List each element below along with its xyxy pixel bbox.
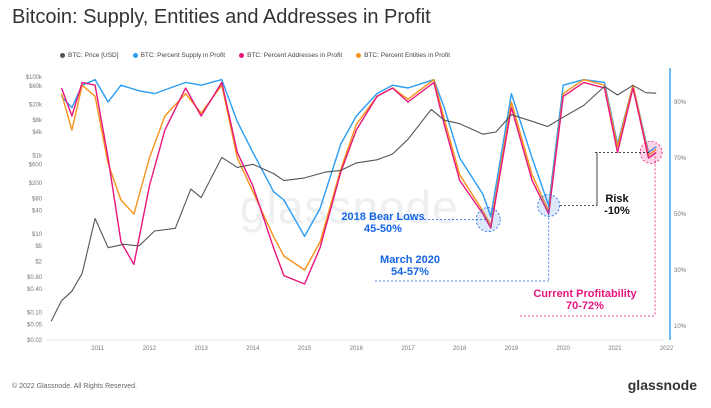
y-left-tick-label: $80 — [32, 197, 43, 203]
annotation-bear-lows: 2018 Bear Lows 45-50% — [328, 211, 438, 235]
series-line-supply — [60, 78, 657, 238]
annotation-march-2020-line2: 54-57% — [391, 266, 429, 278]
legend-item: BTC: Percent Entities in Profit — [356, 52, 450, 59]
y-left-tick-label: $0.80 — [27, 275, 43, 281]
x-tick-label: 2018 — [453, 346, 467, 352]
y-right-tick-label: 10% — [674, 324, 687, 330]
annotation-current-line2: 70-72% — [566, 300, 604, 312]
annotation-march-2020: March 2020 54-57% — [360, 254, 460, 278]
annotation-bear-lows-line2: 45-50% — [364, 223, 402, 235]
y-left-tick-label: $60k — [29, 84, 43, 90]
annotation-current-profitability: Current Profitability 70-72% — [520, 288, 650, 312]
x-tick-label: 2019 — [505, 346, 519, 352]
annotation-bear-lows-line1: 2018 Bear Lows — [341, 211, 425, 223]
x-tick-label: 2016 — [350, 346, 364, 352]
y-left-tick-label: $5 — [35, 244, 42, 250]
x-tick-label: 2013 — [194, 346, 208, 352]
y-left-tick-label: $1k — [32, 154, 43, 160]
copyright-text: © 2022 Glassnode. All Rights Reserved. — [12, 383, 138, 390]
y-left-tick-label: $0.40 — [27, 287, 43, 293]
x-tick-label: 2012 — [143, 346, 157, 352]
x-tick-label: 2021 — [608, 346, 622, 352]
y-left-tick-label: $8k — [32, 118, 43, 124]
watermark: glassnode — [240, 181, 459, 233]
x-tick-label: 2020 — [556, 346, 570, 352]
legend-item: BTC: Percent Supply in Profit — [132, 52, 226, 59]
y-left-tick-label: $4k — [32, 130, 43, 136]
x-tick-label: 2011 — [91, 346, 105, 352]
y-left-tick-label: $2 — [35, 260, 42, 266]
x-tick-label: 2014 — [246, 346, 260, 352]
series-line-price — [50, 84, 657, 322]
legend-label: BTC: Price [USD] — [68, 52, 119, 59]
legend-marker — [239, 53, 245, 58]
annotation-risk: Risk -10% — [592, 193, 642, 217]
y-left-tick-label: $10 — [32, 232, 43, 238]
series-line-entities — [60, 78, 657, 271]
y-left-tick-label: $0.05 — [27, 322, 43, 328]
y-left-tick-label: $20k — [29, 103, 43, 109]
y-right-tick-label: 30% — [674, 268, 687, 274]
annotation-risk-line2: -10% — [604, 205, 630, 217]
legend-label: BTC: Percent Supply in Profit — [140, 52, 226, 59]
chart-title: Bitcoin: Supply, Entities and Addresses … — [12, 6, 431, 28]
x-tick-label: 2015 — [298, 346, 312, 352]
y-left-tick-label: $0.02 — [27, 338, 43, 344]
x-tick-label: 2022 — [660, 346, 674, 352]
legend-item: BTC: Price [USD] — [60, 52, 119, 59]
y-right-tick-label: 70% — [674, 156, 687, 162]
annotation-march-2020-line1: March 2020 — [380, 254, 440, 266]
y-right-tick-label: 50% — [674, 212, 687, 218]
chart-legend: BTC: Price [USD] BTC: Percent Supply in P… — [60, 52, 450, 59]
y-right-tick-label: 90% — [674, 100, 687, 106]
y-left-tick-label: $100k — [26, 75, 43, 81]
y-left-tick-label: $0.10 — [27, 311, 43, 317]
annotation-risk-line1: Risk — [605, 193, 629, 205]
y-left-tick-label: $40 — [32, 208, 43, 214]
x-tick-label: 2017 — [401, 346, 415, 352]
series-line-addresses — [60, 81, 657, 285]
glassnode-logo: glassnode — [627, 377, 697, 393]
legend-label: BTC: Percent Addresses in Profit — [247, 52, 343, 59]
legend-marker — [132, 53, 138, 58]
y-left-tick-label: $600 — [29, 162, 43, 168]
annotation-current-line1: Current Profitability — [533, 288, 637, 300]
legend-marker — [60, 53, 65, 58]
legend-marker — [356, 53, 362, 58]
legend-label: BTC: Percent Entities in Profit — [364, 52, 451, 59]
legend-item: BTC: Percent Addresses in Profit — [239, 52, 342, 59]
y-left-tick-label: $200 — [29, 181, 43, 187]
